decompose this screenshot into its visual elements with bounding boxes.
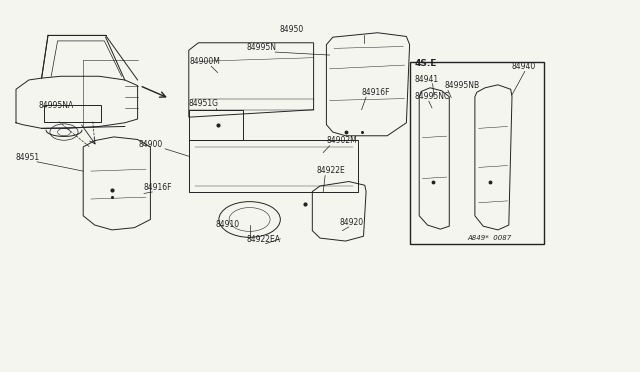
Text: 84995NA: 84995NA bbox=[38, 101, 74, 110]
Bar bbox=[44, 105, 101, 122]
Text: 84951G: 84951G bbox=[189, 99, 219, 108]
Text: 84916F: 84916F bbox=[362, 88, 390, 97]
Text: 84995N: 84995N bbox=[246, 43, 276, 52]
Text: 84900: 84900 bbox=[139, 140, 163, 149]
Bar bbox=[410, 62, 544, 244]
Text: 84951: 84951 bbox=[16, 153, 40, 162]
Text: A849*  0087: A849* 0087 bbox=[467, 235, 511, 241]
Text: 84950: 84950 bbox=[279, 25, 303, 33]
Text: 84922EA: 84922EA bbox=[246, 235, 280, 244]
Bar bbox=[189, 110, 243, 140]
Text: 4S.E: 4S.E bbox=[415, 59, 437, 68]
Text: 84941: 84941 bbox=[415, 75, 439, 84]
Text: 84995NC: 84995NC bbox=[415, 92, 450, 100]
Text: 84916F: 84916F bbox=[144, 183, 173, 192]
Text: 84902M: 84902M bbox=[326, 136, 357, 145]
Text: 84995NB: 84995NB bbox=[445, 81, 480, 90]
Text: 84900M: 84900M bbox=[189, 57, 220, 66]
Text: 84940: 84940 bbox=[512, 62, 536, 71]
Text: 84922E: 84922E bbox=[317, 166, 346, 175]
Text: 84910: 84910 bbox=[215, 220, 239, 229]
Text: 84920: 84920 bbox=[339, 218, 364, 227]
